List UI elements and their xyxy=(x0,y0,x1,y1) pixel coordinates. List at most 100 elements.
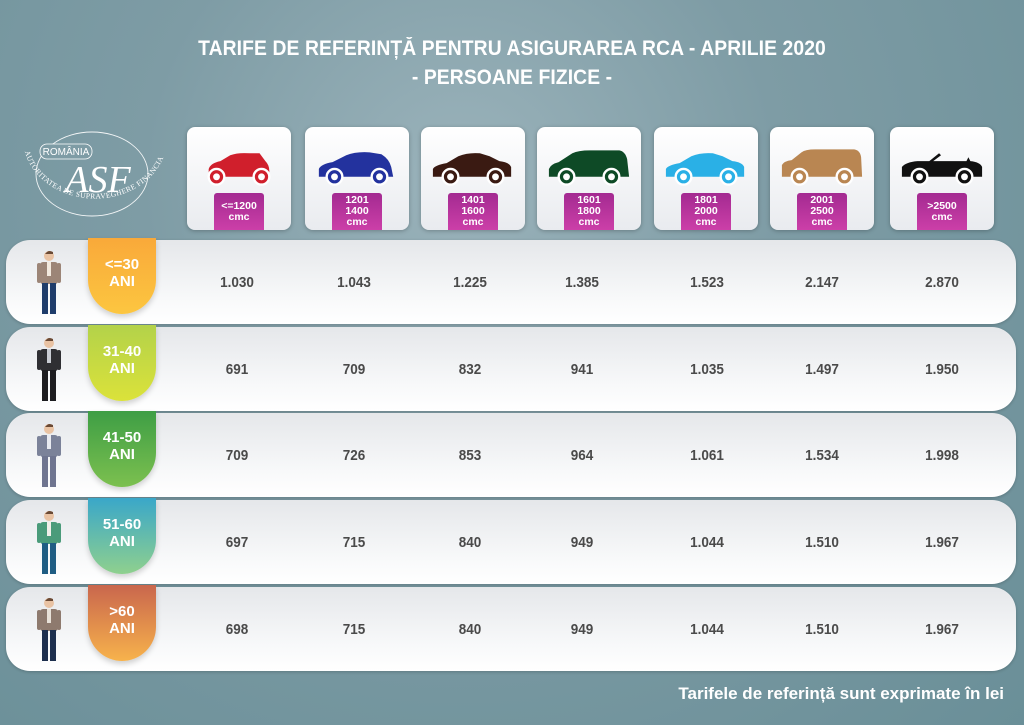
table-row: >60 ANI 698 715 840 949 1.044 1.510 1.967 xyxy=(6,585,1016,671)
svg-text:ASF: ASF xyxy=(62,159,131,201)
age-unit: ANI xyxy=(109,273,135,290)
tariff-value: 1.385 xyxy=(565,273,599,291)
age-unit: ANI xyxy=(109,533,135,550)
cc-line-2: 2500 xyxy=(810,205,834,217)
person-icon xyxy=(37,598,61,661)
tariff-value: 840 xyxy=(458,620,482,638)
age-group-badge: <=30 ANI xyxy=(88,238,156,314)
tariff-value: 1.534 xyxy=(805,446,839,464)
age-group-badge: 41-50 ANI xyxy=(88,411,156,487)
tariff-value: 1.044 xyxy=(690,533,724,551)
tariff-value: 1.497 xyxy=(805,360,839,378)
cc-line-1: <=1200 xyxy=(221,199,257,212)
cc-line-1: 1801 xyxy=(694,194,718,206)
cc-unit: cmc xyxy=(346,216,368,228)
person-icon xyxy=(37,338,61,401)
engine-capacity-badge: 1601 1800 cmc xyxy=(564,193,614,230)
tariff-value: 2.870 xyxy=(925,273,959,291)
cc-line-1: 1401 xyxy=(461,194,485,206)
tariff-value: 949 xyxy=(570,533,594,551)
minivan-car-icon xyxy=(548,150,630,186)
tariff-value: 1.030 xyxy=(220,273,254,291)
tariff-value: 697 xyxy=(225,533,249,551)
column-header-2: 1201 1400 cmc xyxy=(305,127,409,230)
engine-capacity-badge: <=1200 cmc xyxy=(214,193,264,230)
svg-text:ROMÂNIA: ROMÂNIA xyxy=(43,145,90,158)
cc-line-2: 2000 xyxy=(694,205,718,217)
hatchback-car-icon xyxy=(207,153,271,186)
table-row: <=30 ANI 1.030 1.043 1.225 1.385 1.523 2.147 2… xyxy=(6,238,1016,324)
column-header-5: 1801 2000 cmc xyxy=(654,127,758,230)
column-header-6: 2001 2500 cmc xyxy=(770,127,874,230)
age-range: <=30 xyxy=(104,256,140,273)
cc-unit: cmc xyxy=(578,216,600,228)
cc-unit: cmc xyxy=(462,216,484,228)
person-icon xyxy=(37,251,61,314)
tariff-value: 1.225 xyxy=(453,273,487,291)
tariff-value: 840 xyxy=(458,533,482,551)
column-header-3: 1401 1600 cmc xyxy=(421,127,525,230)
age-range: 31-40 xyxy=(102,343,142,360)
sedan-car-icon xyxy=(665,153,745,186)
age-unit: ANI xyxy=(109,446,135,463)
age-group-badge: 51-60 ANI xyxy=(88,498,156,574)
tariff-value: 853 xyxy=(458,446,482,464)
age-unit: ANI xyxy=(109,620,135,637)
tariff-value: 2.147 xyxy=(805,273,839,291)
table-row: 51-60 ANI 697 715 840 949 1.044 1.510 1.967 xyxy=(6,498,1016,584)
cc-line-2: 1800 xyxy=(577,205,601,217)
tariff-value: 1.061 xyxy=(690,446,724,464)
table-row: 41-50 ANI 709 726 853 964 1.061 1.534 1.998 xyxy=(6,411,1016,497)
age-range: 51-60 xyxy=(102,516,142,533)
sedan-car-icon xyxy=(432,153,512,186)
tariff-value: 1.950 xyxy=(925,360,959,378)
tariff-value: 832 xyxy=(458,360,482,378)
suv-car-icon xyxy=(781,149,863,186)
cc-line-1: 1201 xyxy=(345,194,369,206)
age-group-badge: >60 ANI xyxy=(88,585,156,661)
cc-line-1: 2001 xyxy=(810,194,834,206)
cc-unit: cmc xyxy=(695,216,717,228)
table-row: 31-40 ANI 691 709 832 941 1.035 1.497 1.950 xyxy=(6,325,1016,411)
cc-unit: cmc xyxy=(228,210,250,223)
footer-note: Tarifele de referință sunt exprimate în … xyxy=(678,684,1004,703)
engine-capacity-badge: 1401 1600 cmc xyxy=(448,193,498,230)
age-range: 41-50 xyxy=(102,429,142,446)
title-line-2: - PERSOANE FIZICE - xyxy=(411,66,613,89)
age-unit: ANI xyxy=(109,360,135,377)
tariff-value: 709 xyxy=(225,446,249,464)
cc-unit: cmc xyxy=(931,210,953,223)
tariff-value: 1.523 xyxy=(690,273,724,291)
column-header-1: <=1200 cmc xyxy=(187,127,291,230)
person-icon xyxy=(37,511,61,574)
convertible-car-icon xyxy=(901,153,983,186)
cc-line-2: 1600 xyxy=(461,205,485,217)
age-range: >60 xyxy=(109,603,135,620)
tariff-value: 1.043 xyxy=(337,273,371,291)
tariff-value: 1.510 xyxy=(805,620,839,638)
tariff-value: 691 xyxy=(225,360,249,378)
engine-capacity-badge: 1201 1400 cmc xyxy=(332,193,382,230)
tariff-value: 715 xyxy=(342,620,366,638)
tariff-value: 698 xyxy=(225,620,249,638)
tariff-value: 726 xyxy=(342,446,366,464)
tariff-value: 941 xyxy=(570,360,594,378)
column-header-4: 1601 1800 cmc xyxy=(537,127,641,230)
tariff-value: 1.967 xyxy=(925,620,959,638)
asf-logo: ROMÂNIA ASF AUTORITATEA DE SUPRAVEGHERE … xyxy=(3,119,176,226)
engine-capacity-badge: >2500 cmc xyxy=(917,193,967,230)
tariff-value: 964 xyxy=(570,446,594,464)
engine-capacity-badge: 2001 2500 cmc xyxy=(797,193,847,230)
age-group-badge: 31-40 ANI xyxy=(88,325,156,401)
column-header-7: >2500 cmc xyxy=(890,127,994,230)
engine-capacity-badge: 1801 2000 cmc xyxy=(681,193,731,230)
tariff-value: 1.035 xyxy=(690,360,724,378)
title-line-1: TARIFE DE REFERINȚĂ PENTRU ASIGURAREA RC… xyxy=(198,37,826,60)
cc-line-1: 1601 xyxy=(577,194,601,206)
page-title: TARIFE DE REFERINȚĂ PENTRU ASIGURAREA RC… xyxy=(41,34,983,92)
compact-car-icon xyxy=(318,152,394,186)
tariff-value: 715 xyxy=(342,533,366,551)
cc-line-1: >2500 xyxy=(927,199,957,212)
cc-line-2: 1400 xyxy=(345,205,369,217)
tariff-value: 1.967 xyxy=(925,533,959,551)
